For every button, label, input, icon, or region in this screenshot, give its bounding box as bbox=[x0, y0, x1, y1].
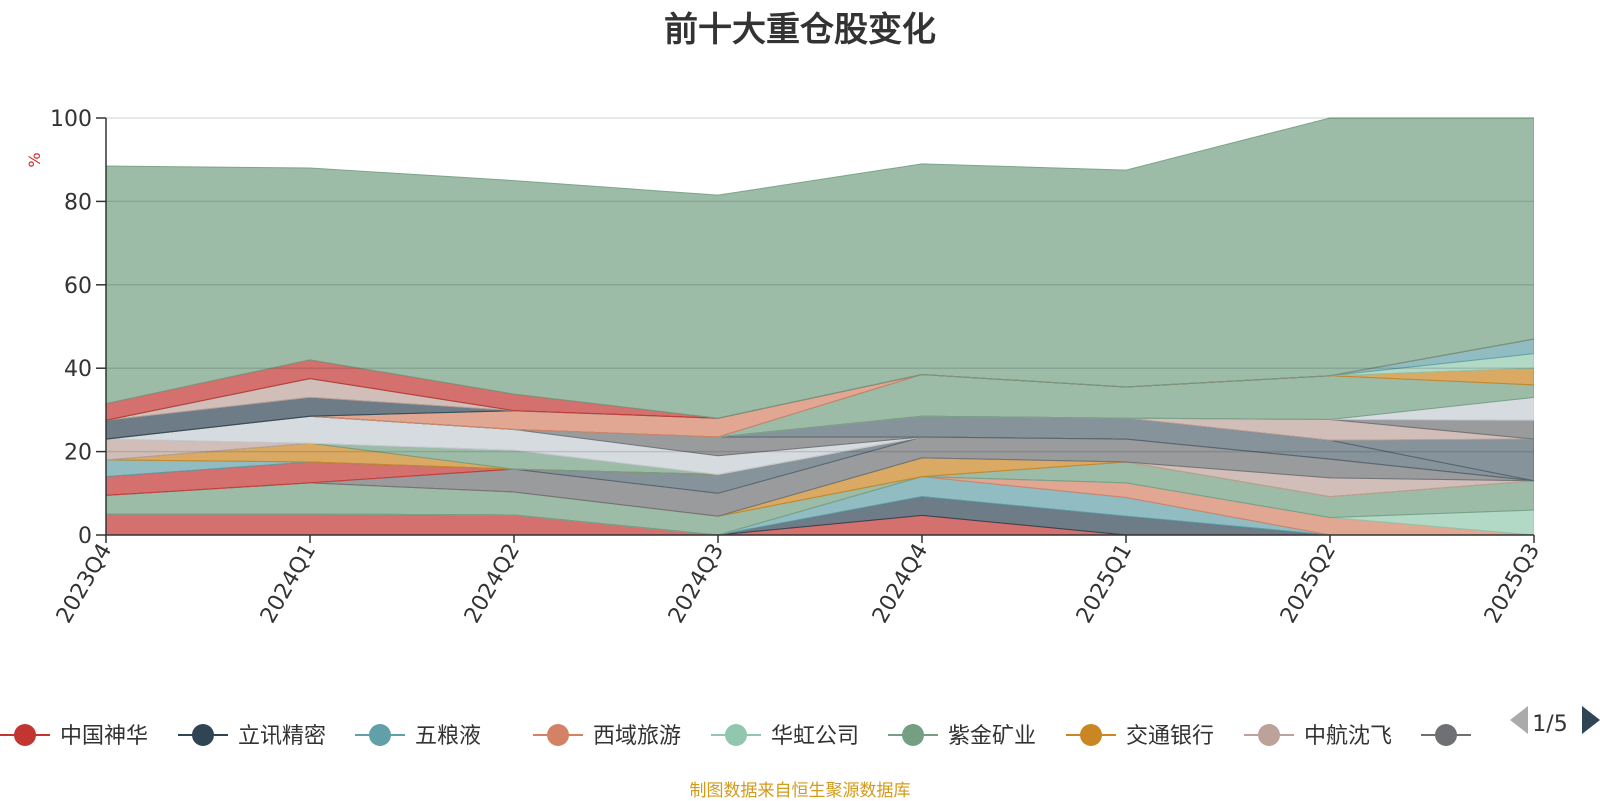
legend-item-5[interactable]: 紫金矿业 bbox=[888, 724, 1036, 749]
x-tick-label-5: 2025Q1 bbox=[1072, 540, 1137, 628]
chart-title: 前十大重仓股变化 bbox=[664, 10, 936, 50]
legend-item-7[interactable]: 中航沈飞 bbox=[1244, 724, 1392, 749]
legend-item-0[interactable]: 中国神华 bbox=[0, 724, 148, 749]
legend-marker-icon bbox=[1435, 724, 1457, 746]
legend-item-4[interactable]: 华虹公司 bbox=[711, 724, 859, 749]
legend-label: 五粮液 bbox=[415, 724, 481, 749]
legend-label: 紫金矿业 bbox=[948, 724, 1036, 749]
x-tick-label-4: 2024Q4 bbox=[868, 540, 933, 628]
y-tick-label-2: 40 bbox=[64, 357, 92, 382]
legend-marker-icon bbox=[725, 724, 747, 746]
x-tick-label-0: 2023Q4 bbox=[52, 540, 117, 628]
y-tick-label-3: 60 bbox=[64, 274, 92, 299]
legend-label: 西域旅游 bbox=[593, 724, 681, 749]
legend-marker-icon bbox=[547, 724, 569, 746]
legend-label: 立讯精密 bbox=[238, 724, 326, 749]
legend-marker-icon bbox=[902, 724, 924, 746]
legend-item-3[interactable]: 西域旅游 bbox=[533, 724, 681, 749]
x-tick-label-1: 2024Q1 bbox=[256, 540, 321, 628]
legend-marker-icon bbox=[1080, 724, 1102, 746]
legend-item-6[interactable]: 交通银行 bbox=[1066, 724, 1214, 749]
legend-marker-icon bbox=[1258, 724, 1280, 746]
source-note: 制图数据来自恒生聚源数据库 bbox=[689, 781, 911, 801]
y-tick-label-0: 0 bbox=[78, 524, 92, 549]
legend-label: 中航沈飞 bbox=[1304, 724, 1392, 749]
x-tick-label-6: 2025Q2 bbox=[1276, 540, 1341, 628]
y-tick-label-5: 100 bbox=[50, 107, 92, 132]
legend-prev-icon[interactable] bbox=[1510, 706, 1528, 734]
y-tick-label-1: 20 bbox=[64, 441, 92, 466]
legend-label: 交通银行 bbox=[1126, 724, 1214, 749]
x-tick-label-2: 2024Q2 bbox=[460, 540, 525, 628]
legend-marker-icon bbox=[14, 724, 36, 746]
x-tick-label-3: 2024Q3 bbox=[664, 540, 729, 628]
legend-marker-icon bbox=[192, 724, 214, 746]
area-series-36 bbox=[106, 117, 1534, 419]
y-tick-label-4: 80 bbox=[64, 190, 92, 215]
legend-label: 中国神华 bbox=[60, 724, 148, 749]
legend-item-2[interactable]: 五粮液 bbox=[355, 724, 481, 749]
legend-page-indicator: 1/5 bbox=[1532, 712, 1567, 737]
legend-label: 美的集团 bbox=[1481, 724, 1569, 749]
legend-item-1[interactable]: 立讯精密 bbox=[178, 724, 326, 749]
legend-marker-icon bbox=[369, 724, 391, 746]
x-tick-label-7: 2025Q3 bbox=[1480, 540, 1545, 628]
legend-item-8[interactable]: 美的集团 bbox=[1421, 724, 1569, 749]
legend-next-icon[interactable] bbox=[1582, 706, 1600, 734]
legend-label: 华虹公司 bbox=[771, 724, 859, 749]
y-axis-label: % bbox=[25, 152, 44, 167]
